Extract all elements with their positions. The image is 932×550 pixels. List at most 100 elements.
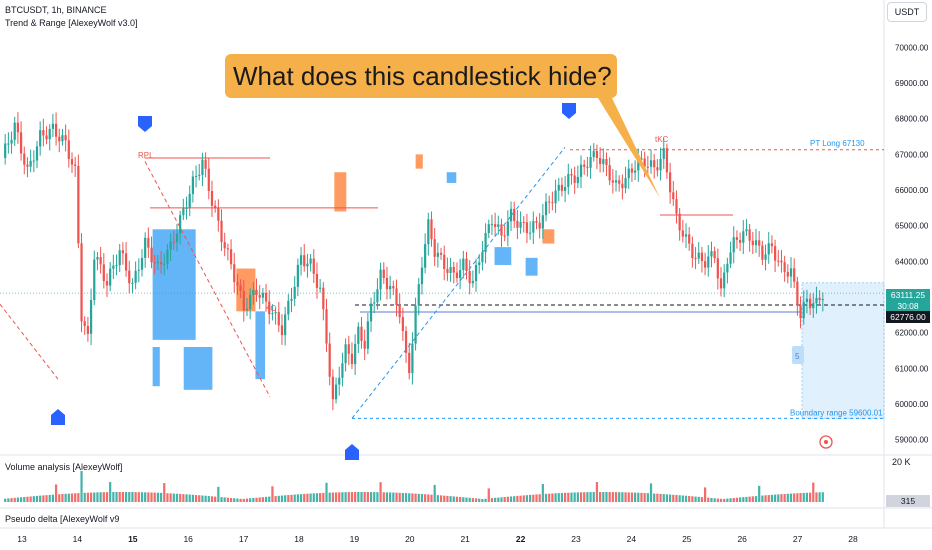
volume-bar xyxy=(89,492,93,502)
volume-bar xyxy=(684,495,688,502)
volume-bar xyxy=(385,492,389,502)
volume-bar xyxy=(786,493,789,502)
volume-bar xyxy=(777,494,780,502)
volume-bar xyxy=(427,494,430,502)
volume-bar xyxy=(363,492,366,502)
volume-bar xyxy=(672,494,675,502)
candle-body xyxy=(592,151,595,158)
volume-bar xyxy=(252,497,255,502)
volume-bar xyxy=(694,496,697,502)
volume-bar xyxy=(812,482,815,502)
candle-body xyxy=(277,312,280,326)
volume-bar xyxy=(229,497,233,502)
candle-body xyxy=(45,135,48,140)
x-tick-label: 13 xyxy=(17,534,27,544)
candle-body xyxy=(700,252,704,262)
candle-body xyxy=(147,237,150,248)
candle-body xyxy=(58,136,61,142)
candle-body xyxy=(459,270,462,279)
volume-bar xyxy=(646,493,649,502)
volume-bar xyxy=(697,496,700,502)
candle-body xyxy=(497,224,500,228)
volume-bar xyxy=(783,493,786,502)
volume-bar xyxy=(4,498,7,502)
y-tick-label: 61000.00 xyxy=(895,364,929,373)
candle-body xyxy=(328,343,331,377)
candle-body xyxy=(659,158,662,171)
volume-bar xyxy=(249,498,252,502)
volume-bar xyxy=(115,492,118,502)
candle-body xyxy=(299,255,303,265)
candle-body xyxy=(198,175,201,177)
candle-body xyxy=(376,289,379,303)
candle-body xyxy=(67,140,70,160)
volume-bar xyxy=(86,492,90,502)
volume-bar xyxy=(643,493,646,502)
candle-body xyxy=(115,265,118,267)
candle-body xyxy=(137,269,140,271)
candle-body xyxy=(503,235,506,237)
volume-bar xyxy=(264,496,268,502)
candle-body xyxy=(719,278,723,289)
candle-body xyxy=(13,122,16,140)
candle-body xyxy=(23,153,26,165)
candle-body xyxy=(449,266,452,273)
candle-body xyxy=(777,260,780,262)
volume-bar xyxy=(255,497,258,502)
volume-bar xyxy=(538,494,541,502)
volume-bar xyxy=(70,493,74,502)
candle-body xyxy=(754,240,758,246)
volume-bar xyxy=(808,492,812,502)
candle-body xyxy=(404,331,408,353)
volume-bar xyxy=(439,495,443,502)
candle-body xyxy=(194,175,198,177)
volume-bar xyxy=(529,494,532,502)
candle-body xyxy=(538,222,541,229)
volume-bar xyxy=(525,495,529,502)
volume-bar xyxy=(611,492,614,502)
candle-body xyxy=(4,143,7,158)
volume-bar xyxy=(306,493,309,502)
volume-bar xyxy=(166,493,169,502)
candle-body xyxy=(408,352,411,374)
volume-bar xyxy=(443,495,446,502)
volume-bar xyxy=(376,492,379,502)
candle-body xyxy=(325,309,328,344)
volume-bar xyxy=(414,493,417,502)
volume-bar xyxy=(691,496,694,502)
volume-bar xyxy=(309,493,312,502)
candle-body xyxy=(675,199,678,214)
candle-body xyxy=(118,250,121,266)
volume-bar xyxy=(668,494,672,502)
candle-body xyxy=(19,132,23,154)
candle-body xyxy=(306,263,309,267)
candle-body xyxy=(354,343,357,365)
volume-bar xyxy=(121,492,125,502)
candle-body xyxy=(284,314,287,336)
volume-bar xyxy=(354,492,357,502)
volume-bar xyxy=(258,497,261,502)
volume-bar xyxy=(319,493,322,502)
candle-body xyxy=(595,151,599,159)
candle-body xyxy=(417,284,420,306)
volume-bar xyxy=(681,495,684,502)
x-tick-label: 24 xyxy=(627,534,637,544)
volume-bar xyxy=(144,492,147,502)
currency-button[interactable]: USDT xyxy=(887,2,927,22)
volume-bar xyxy=(570,492,573,502)
candle-body xyxy=(662,148,665,159)
blue-zone xyxy=(446,172,457,183)
volume-bar xyxy=(500,497,503,502)
volume-bar xyxy=(61,494,64,502)
candle-body xyxy=(716,258,719,279)
x-tick-label: 18 xyxy=(294,534,304,544)
candle-body xyxy=(758,240,761,246)
candle-body xyxy=(796,281,799,306)
candle-body xyxy=(51,123,55,129)
volume-bar xyxy=(595,482,599,502)
candle-body xyxy=(347,344,350,354)
volume-bar xyxy=(261,497,264,502)
candle-body xyxy=(144,237,147,258)
volume-bar xyxy=(614,492,618,502)
